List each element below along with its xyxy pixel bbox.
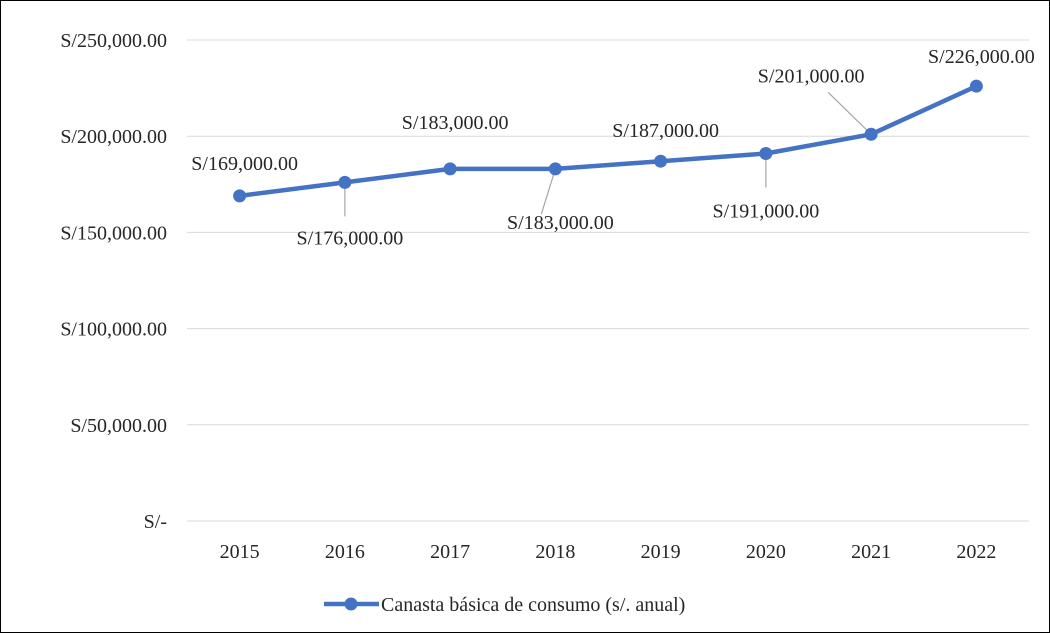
data-point-marker	[233, 189, 247, 203]
y-tick-label: S/-	[144, 511, 167, 533]
data-label: S/201,000.00	[758, 65, 865, 87]
x-tick-label: 2022	[956, 541, 996, 563]
y-axis-tick-labels: S/- S/50,000.00 S/100,000.00 S/150,000.00 S/…	[60, 30, 167, 533]
x-axis-tick-labels: 2015 2016 2017 2018 2019 2020 2021 2022	[220, 541, 997, 563]
data-label: S/191,000.00	[713, 201, 820, 223]
data-point-marker	[864, 127, 878, 141]
data-label: S/183,000.00	[402, 112, 509, 134]
x-tick-label: 2020	[746, 541, 786, 563]
y-tick-label: S/150,000.00	[60, 222, 167, 244]
y-tick-label: S/250,000.00	[60, 30, 167, 52]
x-tick-label: 2019	[641, 541, 681, 563]
y-tick-label: S/50,000.00	[70, 415, 167, 437]
data-point-marker	[969, 79, 983, 93]
data-label: S/183,000.00	[507, 212, 614, 234]
data-label-leader-line	[540, 168, 556, 215]
legend-series-marker	[344, 597, 358, 611]
data-point-marker	[548, 162, 562, 176]
gridlines	[187, 39, 1029, 522]
legend-series-label: Canasta básica de consumo (s/. anual)	[381, 594, 685, 616]
data-label: S/226,000.00	[928, 46, 1035, 68]
data-label-leader-lines	[344, 91, 872, 217]
legend: Canasta básica de consumo (s/. anual)	[324, 594, 685, 616]
data-labels: S/169,000.00 S/176,000.00 S/183,000.00 S/18…	[191, 46, 1034, 249]
x-tick-label: 2017	[430, 541, 470, 563]
series-layer	[233, 79, 983, 203]
data-label-leader-line	[827, 91, 872, 135]
data-point-marker	[338, 175, 352, 189]
series-line	[237, 83, 979, 199]
data-label: S/169,000.00	[191, 153, 298, 175]
x-tick-label: 2015	[220, 541, 260, 563]
data-label: S/187,000.00	[612, 120, 719, 142]
data-point-marker	[654, 154, 668, 168]
y-tick-label: S/200,000.00	[60, 126, 167, 148]
data-point-marker	[759, 147, 773, 161]
x-tick-label: 2016	[325, 541, 365, 563]
x-tick-label: 2021	[851, 541, 891, 563]
y-tick-label: S/100,000.00	[60, 319, 167, 341]
x-tick-label: 2018	[535, 541, 575, 563]
data-label: S/176,000.00	[297, 227, 404, 249]
data-point-marker	[443, 162, 457, 176]
